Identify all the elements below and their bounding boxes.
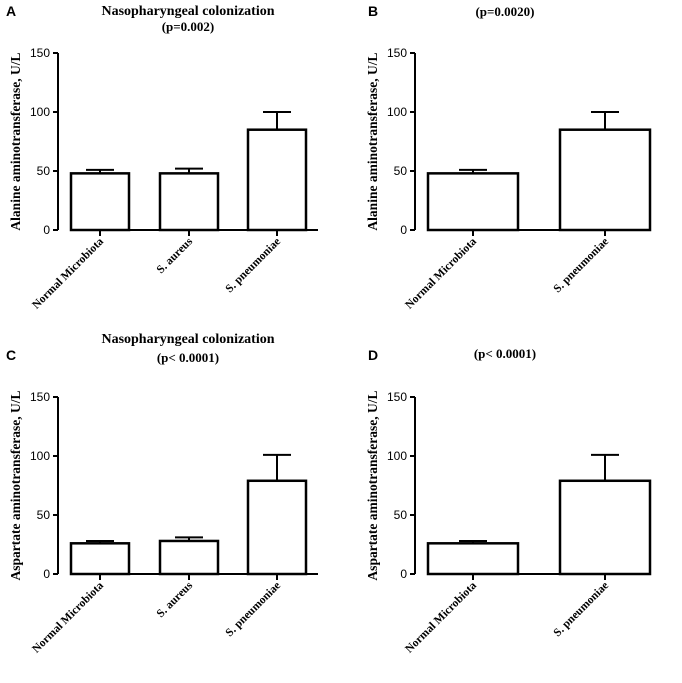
y-tick-label: 150 xyxy=(387,46,407,60)
x-tick-label: S. pneumoniae xyxy=(552,236,612,296)
bar xyxy=(69,542,131,576)
x-tick-label: S. aureus xyxy=(155,235,196,276)
y-tick-label: 50 xyxy=(37,508,51,522)
y-tick-label: 0 xyxy=(400,223,407,237)
y-tick-label: 100 xyxy=(387,449,407,463)
panel-letter: D xyxy=(368,347,378,363)
chart-panel-d: D (p< 0.0001) Aspartate aminotransferase, … xyxy=(365,346,652,655)
chart-panel-b: B (p=0.0020) Alanine aminotransferase, U/L… xyxy=(365,3,652,311)
bar xyxy=(558,128,652,232)
chart-subtitle: (p=0.002) xyxy=(162,19,215,34)
bar xyxy=(426,172,520,232)
chart-panel-a: A Nasopharyngeal colonization(p=0.002) Ala… xyxy=(6,3,318,311)
y-tick-label: 0 xyxy=(400,567,407,581)
y-axis-label: Alanine aminotransferase, U/L xyxy=(8,52,23,230)
bar xyxy=(158,172,220,232)
chart-panel-c: C Nasopharyngeal colonization (p< 0.0001) A… xyxy=(6,332,318,655)
y-axis-label: Alanine aminotransferase, U/L xyxy=(365,52,380,230)
bar xyxy=(558,479,652,576)
x-tick-label: S. pneumoniae xyxy=(552,580,612,640)
y-tick-label: 0 xyxy=(43,567,50,581)
chart-subtitle: (p< 0.0001) xyxy=(157,350,219,365)
chart-title: Nasopharyngeal colonization xyxy=(101,332,274,347)
y-tick-label: 0 xyxy=(43,223,50,237)
panel-letter: C xyxy=(6,347,16,363)
x-tick-label: S. aureus xyxy=(155,579,196,620)
panel-letter: B xyxy=(368,3,378,19)
x-tick-label: S. pneumoniae xyxy=(224,236,284,296)
x-tick-label: Normal Microbiota xyxy=(30,235,106,311)
y-tick-label: 150 xyxy=(387,390,407,404)
bar xyxy=(426,542,520,576)
y-tick-label: 100 xyxy=(387,105,407,119)
y-tick-label: 50 xyxy=(394,164,408,178)
y-tick-label: 50 xyxy=(37,164,51,178)
chart-subtitle: (p< 0.0001) xyxy=(474,346,536,361)
bar xyxy=(246,479,308,576)
panel-letter: A xyxy=(6,3,16,19)
y-tick-label: 100 xyxy=(30,105,50,119)
y-tick-label: 150 xyxy=(30,390,50,404)
x-tick-label: S. pneumoniae xyxy=(224,580,284,640)
x-tick-label: Normal Microbiota xyxy=(403,579,479,655)
y-tick-label: 150 xyxy=(30,46,50,60)
y-tick-label: 100 xyxy=(30,449,50,463)
chart-title: Nasopharyngeal colonization xyxy=(101,4,274,19)
chart-subtitle: (p=0.0020) xyxy=(475,4,534,19)
y-axis-label: Aspartate aminotransferase, U/L xyxy=(8,390,23,580)
x-tick-label: Normal Microbiota xyxy=(403,235,479,311)
y-tick-label: 50 xyxy=(394,508,408,522)
y-axis-label: Aspartate aminotransferase, U/L xyxy=(365,390,380,580)
bar xyxy=(69,172,131,232)
bar xyxy=(158,539,220,576)
bar xyxy=(246,128,308,232)
x-tick-label: Normal Microbiota xyxy=(30,579,106,655)
